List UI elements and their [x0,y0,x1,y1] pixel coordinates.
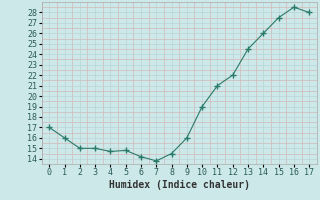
X-axis label: Humidex (Indice chaleur): Humidex (Indice chaleur) [109,180,250,190]
